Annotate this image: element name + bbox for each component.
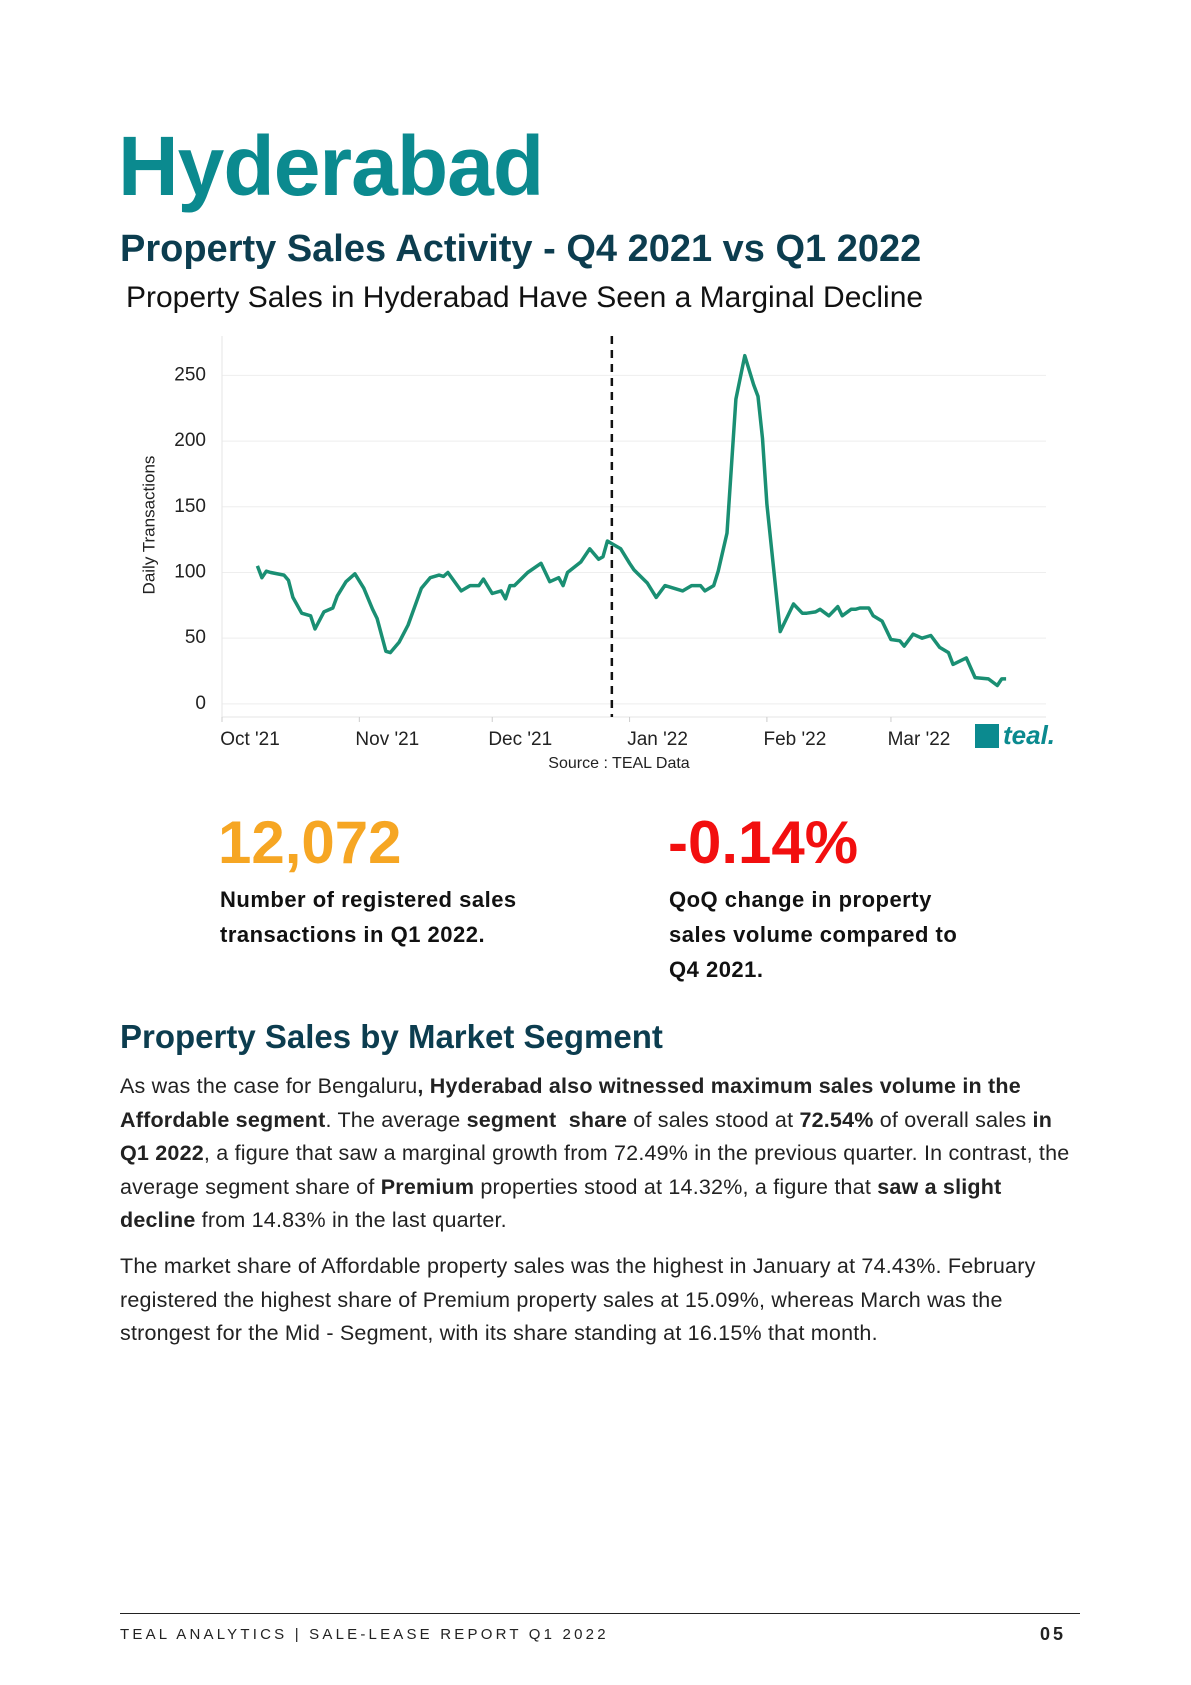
y-tick-label: 250 <box>174 364 206 385</box>
source: Source : TEAL Data <box>548 755 690 772</box>
text: . The average <box>325 1107 467 1132</box>
x-tick-label: Dec '21 <box>488 729 552 750</box>
chart-title: Property Sales in Hyderabad Have Seen a … <box>126 281 924 314</box>
page-subtitle: Property Sales Activity - Q4 2021 vs Q1 … <box>120 228 922 270</box>
data-line <box>255 353 1007 688</box>
bold-text: in Q1 2022 <box>120 1107 1059 1166</box>
text: from 14.83% in the last quarter. <box>195 1208 507 1233</box>
x-tick-label: Nov '21 <box>355 729 419 750</box>
bold-text: , Hyderabad also witnessed maximum sales… <box>120 1074 1027 1132</box>
page-number: 05 <box>1040 1624 1067 1644</box>
x-tick-label: Mar '22 <box>888 729 951 750</box>
y-tick-label: 200 <box>174 430 206 451</box>
bold-text: 72.54% <box>799 1107 874 1132</box>
logo: teal. <box>1003 720 1055 750</box>
y-axis-label: Daily Transactions <box>139 456 158 595</box>
bold-text: Premium <box>380 1174 475 1199</box>
text: As was the case for Bengaluru <box>120 1074 418 1098</box>
section-title: Property Sales by Market Segment <box>120 1018 663 1055</box>
y-tick-label: 100 <box>174 561 206 582</box>
text: of sales stood at <box>627 1107 800 1132</box>
footer-text: TEAL ANALYTICS | SALE-LEASE REPORT Q1 20… <box>120 1626 609 1643</box>
stat-value: 12,072 <box>218 809 402 876</box>
text: The market share of Affordable property … <box>120 1254 1042 1346</box>
chart: Daily Transactions Source : TEAL Data te… <box>139 336 1055 772</box>
bold-text: saw a slight decline <box>120 1174 1008 1233</box>
x-tick-label: Oct '21 <box>220 729 280 750</box>
footer-rule <box>120 1613 1080 1614</box>
stat-value: -0.14% <box>668 809 859 876</box>
y-tick-label: 50 <box>185 627 206 648</box>
page-title: Hyderabad <box>118 119 544 213</box>
text: , a figure that saw a marginal growth fr… <box>120 1141 1076 1199</box>
stat-text: QoQ change in property sales volume comp… <box>669 887 958 982</box>
y-tick-label: 0 <box>195 693 206 714</box>
stat-text: Number of registered sales transactions … <box>220 887 517 947</box>
x-tick-label: Feb '22 <box>764 729 827 750</box>
text: properties stood at 14.32%, a figure tha… <box>474 1174 878 1199</box>
y-tick-label: 150 <box>174 496 206 517</box>
paragraph: The market share of Affordable property … <box>120 1250 1080 1351</box>
text: of overall sales <box>873 1107 1033 1132</box>
paragraph: As was the case for Bengaluru, Hyderabad… <box>120 1070 1080 1238</box>
bold-text: segment share <box>466 1107 628 1132</box>
x-tick-label: Jan '22 <box>627 729 688 750</box>
logo-square <box>975 724 999 748</box>
